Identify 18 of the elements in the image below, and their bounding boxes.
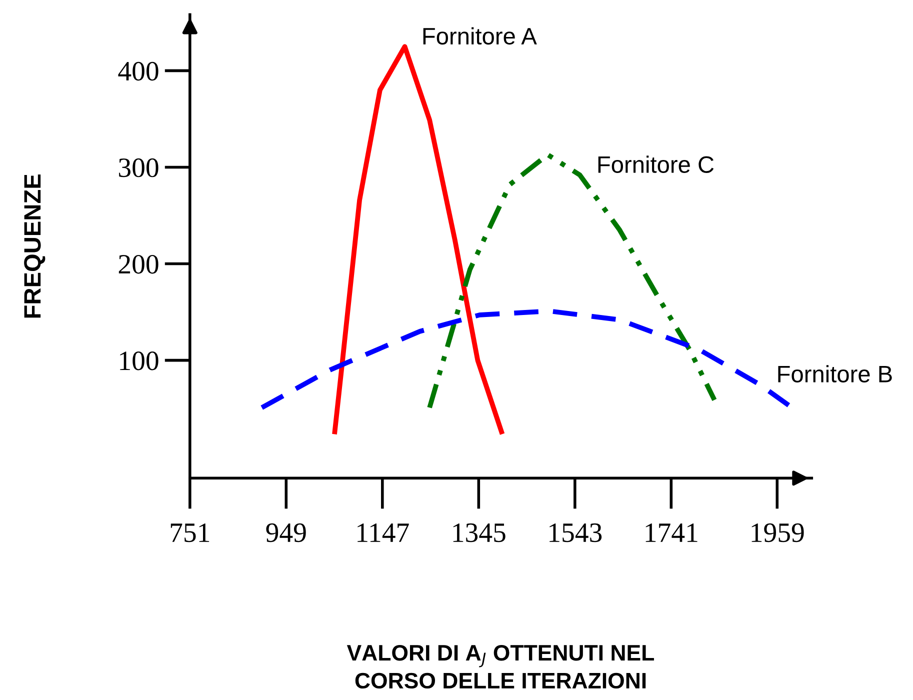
x-tick-label: 949 <box>266 523 306 542</box>
x-tick-label: 1959 <box>752 523 804 542</box>
y-axis-title: FREQUENZE <box>24 174 46 318</box>
x-tick-label: 1345 <box>453 523 506 542</box>
x-tick-label: 1741 <box>646 523 698 542</box>
y-tick-label: 400 <box>118 62 158 81</box>
series-label: Fornitore B <box>778 365 892 382</box>
y-tick-label: 200 <box>118 254 158 274</box>
x-tick-label: 751 <box>170 523 210 542</box>
y-tick-label: 100 <box>120 351 158 370</box>
series-label: Fornitore A <box>423 27 537 45</box>
line-series <box>332 44 504 434</box>
x-tick-label: 1147 <box>358 523 409 542</box>
y-tick-label: 300 <box>119 158 158 178</box>
x-tick-label: 1543 <box>550 523 602 542</box>
series-label: Fornitore C <box>598 156 714 173</box>
x-axis-title: VALORI DI A$_{J}$ OTTENUTI NEL CORSO DELLE ITERAZIONI <box>346 644 654 689</box>
line-series <box>427 152 717 410</box>
